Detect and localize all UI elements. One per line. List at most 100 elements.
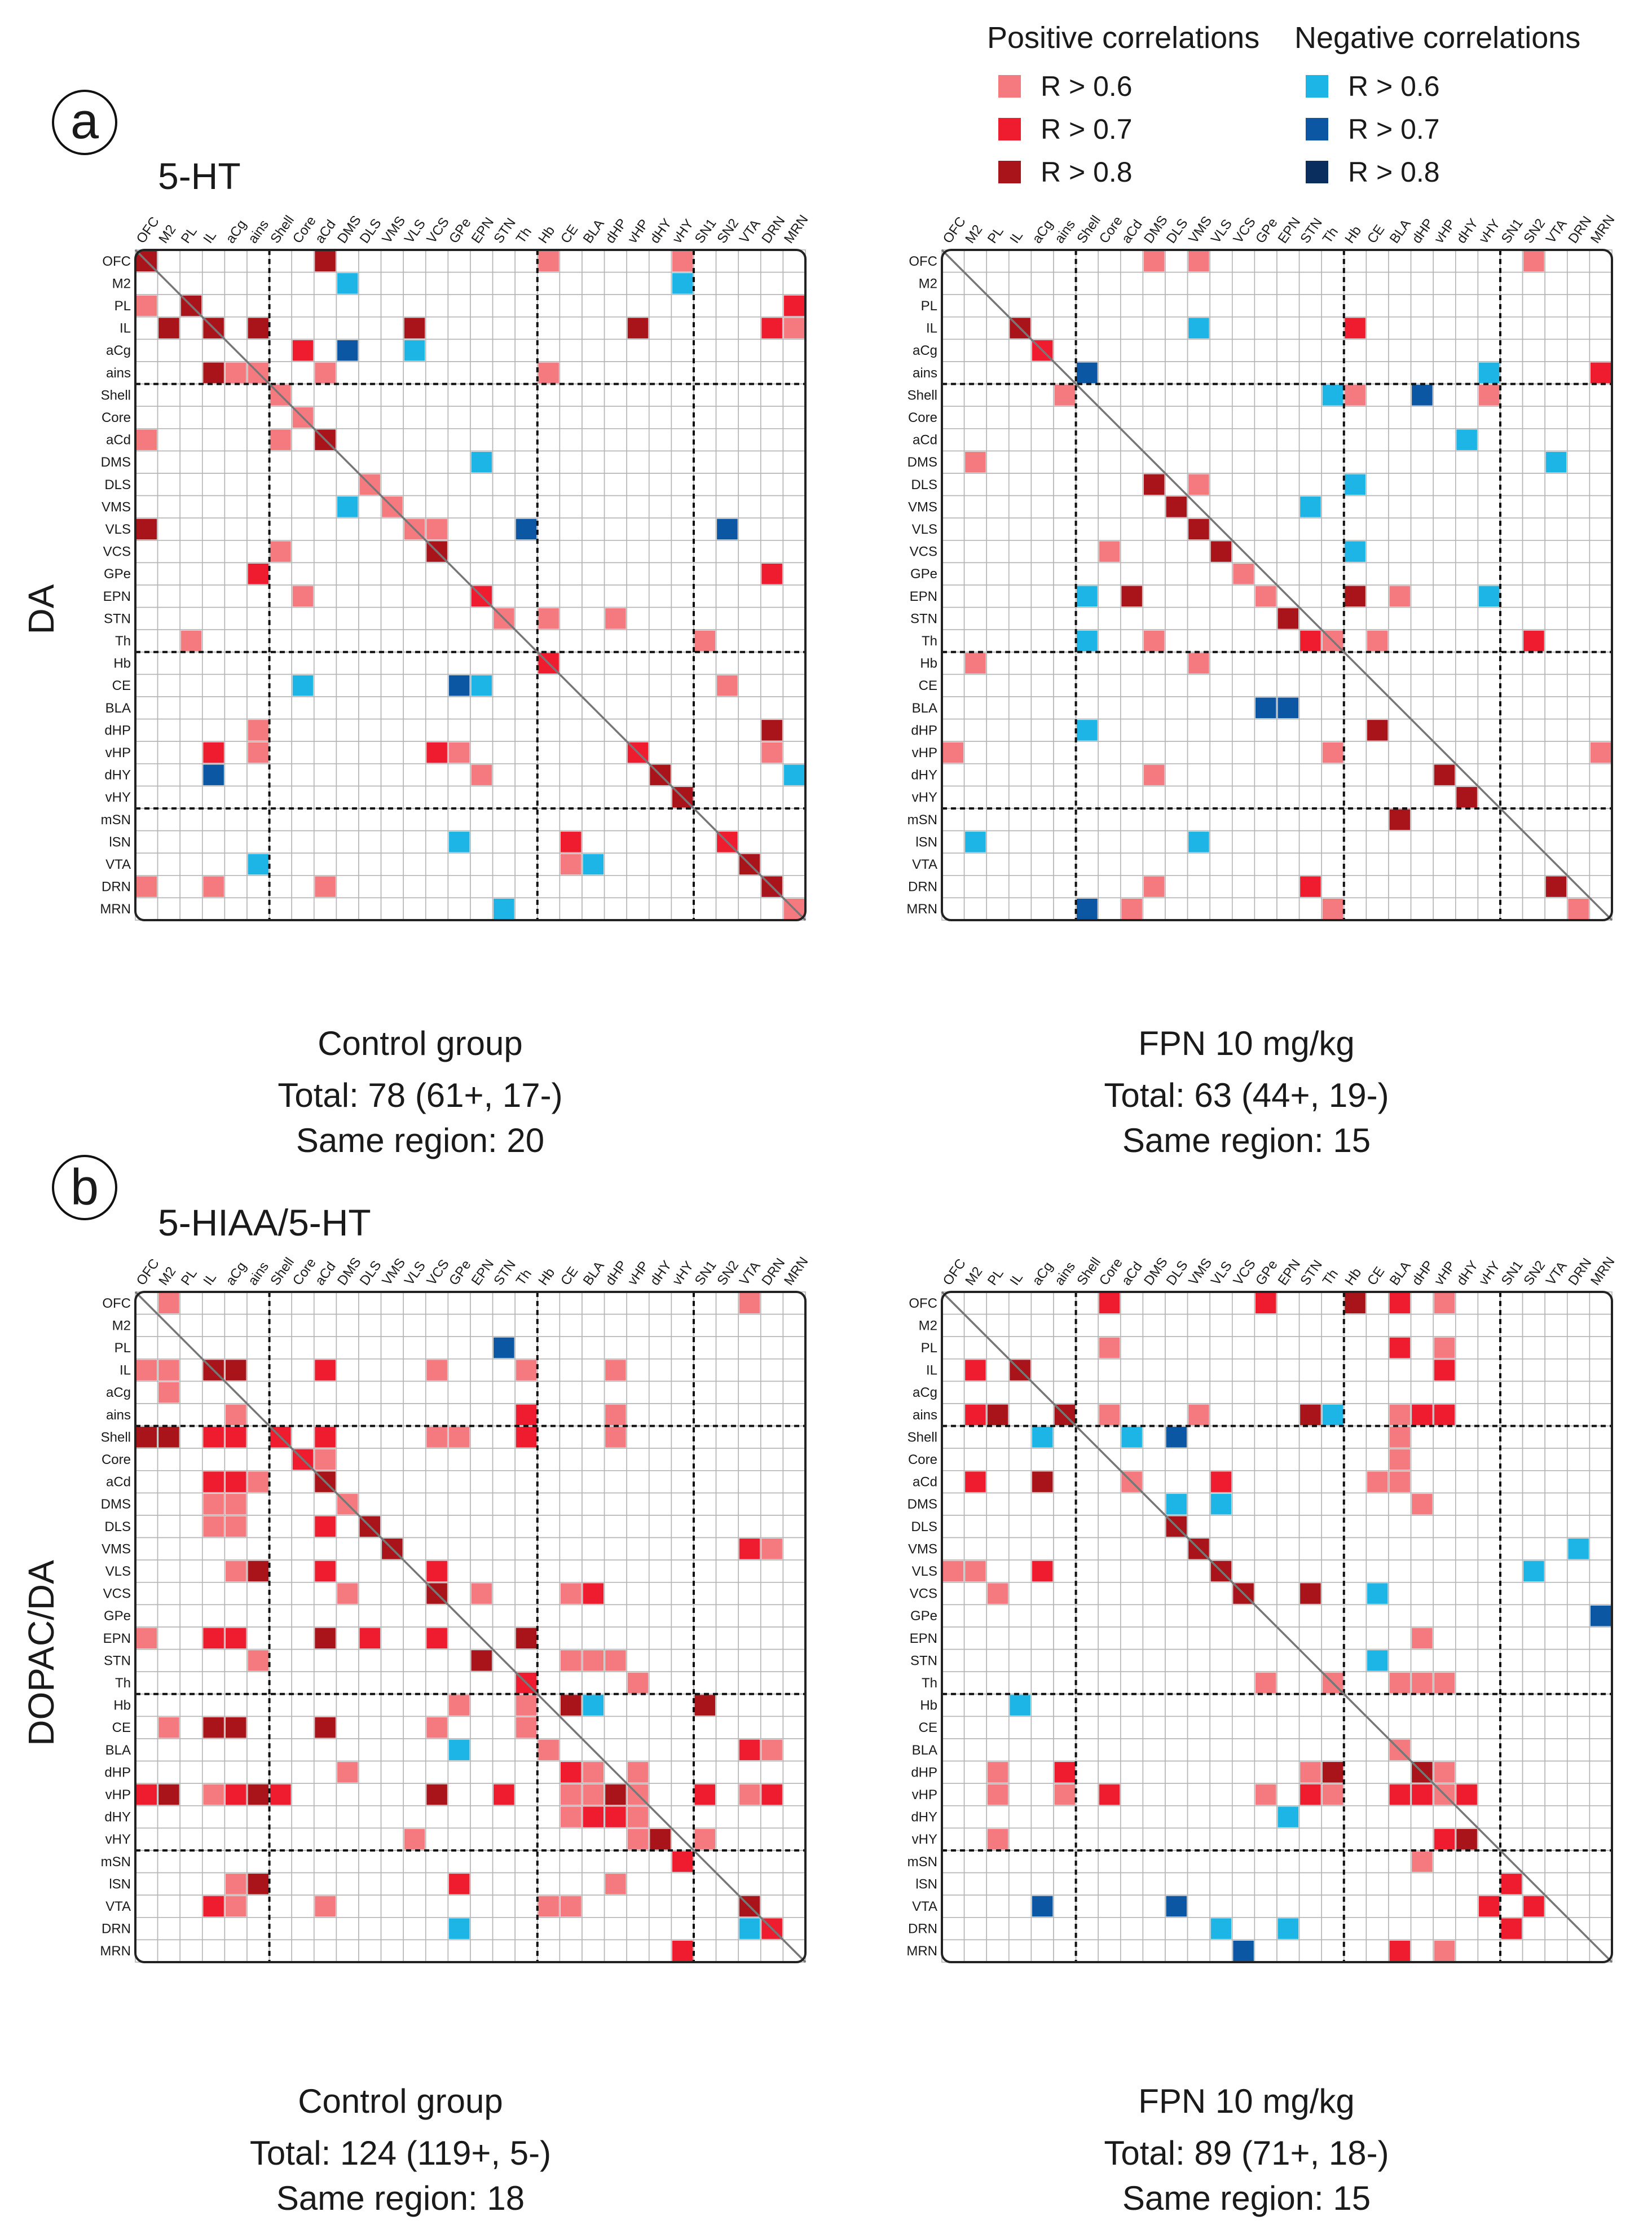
grid-cell [1567,562,1591,586]
grid-cell [1567,294,1591,318]
row-label: VCS [103,544,131,560]
grid-cell [1008,1917,1032,1941]
grid-cell [1165,383,1188,407]
grid-cell [738,763,761,787]
grid-cell [403,741,426,764]
grid-cell [336,1380,359,1404]
grid-cell [1008,249,1032,273]
grid-cell [693,249,717,273]
correlation-cell [1456,786,1477,808]
grid-cell [1567,1805,1591,1829]
grid-cell [291,316,315,340]
grid-cell [1142,696,1166,720]
grid-cell [1142,674,1166,697]
correlation-cell [560,1650,581,1671]
grid-cell [157,1671,181,1695]
correlation-cell [1188,250,1209,272]
grid-cell [1567,1403,1591,1427]
grid-cell [581,1515,605,1538]
grid-cell [986,1894,1010,1918]
grid-cell [1120,1604,1144,1628]
grid-cell [715,1760,739,1784]
grid-cell [135,1648,158,1673]
grid-cell [380,473,404,496]
grid-cell [738,696,761,720]
grid-cell [201,1380,226,1404]
grid-cell [157,1917,181,1941]
correlation-cell [471,451,492,473]
grid-cell [1500,1291,1523,1315]
grid-cell [559,741,583,764]
grid-cell [1455,741,1479,764]
grid-cell [782,1783,806,1806]
grid-cell [671,316,694,340]
grid-cell [1500,629,1523,653]
grid-cell [1567,1872,1591,1896]
grid-cell [1388,1760,1412,1784]
grid-cell [358,830,382,854]
grid-cell [963,1515,987,1538]
grid-cell [1567,406,1591,429]
grid-cell [1410,1894,1434,1918]
grid-cell [425,1515,449,1538]
correlation-cell [337,340,358,361]
grid-cell [313,696,337,720]
correlation-cell [203,1628,224,1649]
grid-cell [1008,1783,1032,1806]
grid-cell [1477,1291,1501,1315]
grid-cell [782,1917,806,1941]
row-label: Core [102,410,131,425]
grid-cell [403,606,426,630]
grid-cell [1187,808,1211,832]
panel-b-circle [52,1155,117,1220]
grid-cell [1298,1291,1323,1315]
grid-cell [336,1872,359,1896]
grid-cell [492,361,516,385]
row-label: OFC [909,1296,937,1311]
grid-cell [492,539,516,564]
grid-cell [738,539,761,564]
grid-cell [1098,1671,1121,1695]
grid-cell [201,1939,226,1963]
col-label: Shell [267,1255,297,1288]
grid-cell [1276,249,1300,273]
grid-cell [715,808,739,832]
grid-cell [1567,1827,1591,1851]
grid-cell [246,406,270,429]
grid-cell [1433,1626,1456,1650]
grid-cell [291,785,315,809]
grid-cell [179,1626,203,1650]
grid-cell [760,361,784,385]
legend-positive-title: Positive correlations [987,21,1259,55]
grid-cell [782,1380,806,1404]
grid-cell [1030,450,1054,474]
grid-cell [559,495,583,518]
grid-cell [268,1492,293,1516]
grid-cell [1544,316,1568,340]
grid-cell [1098,808,1121,832]
grid-cell [246,473,270,496]
grid-cell [1142,1827,1166,1851]
grid-cell [268,1671,293,1695]
grid-cell [135,473,158,496]
grid-cell [358,1403,382,1427]
grid-cell [986,1917,1010,1941]
grid-cell [941,517,965,541]
grid-cell [1053,1336,1077,1360]
grid-cell [671,1872,694,1896]
grid-cell [358,517,382,541]
legend: Positive correlations Negative correlati… [987,21,1580,188]
grid-cell [380,1448,404,1471]
grid-cell [1053,1894,1077,1918]
grid-cell [1254,852,1277,876]
grid-cell [336,562,359,586]
grid-cell [581,897,605,921]
grid-cell [1209,606,1233,630]
grid-cell [447,361,471,385]
grid-cell [1298,1559,1323,1583]
grid-cell [649,1738,672,1762]
grid-cell [291,1783,315,1806]
grid-cell [1589,1917,1613,1941]
grid-cell [941,1850,965,1874]
grid-cell [1365,1291,1389,1315]
